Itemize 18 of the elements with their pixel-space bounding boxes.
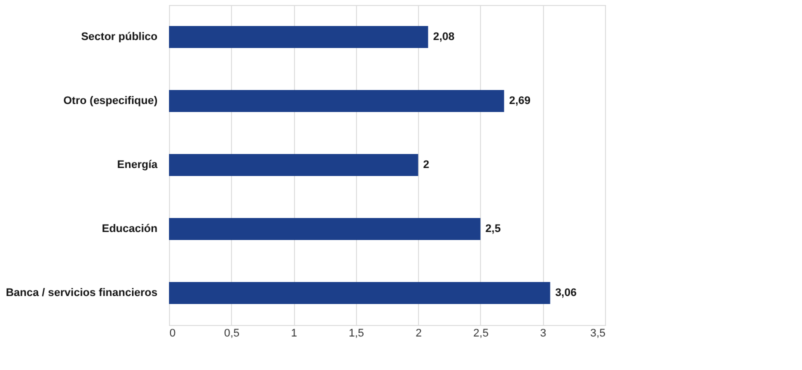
x-tick-label: 1,5 <box>348 328 364 340</box>
y-tick-label: Energía <box>117 159 158 171</box>
x-tick-label: 0,5 <box>224 328 240 340</box>
y-tick-label: Sector público <box>81 31 158 43</box>
x-tick-label: 0 <box>170 328 176 340</box>
x-tick-label: 3 <box>540 328 546 340</box>
data-label: 2,08 <box>433 31 455 43</box>
x-tick-label: 2 <box>416 328 422 340</box>
y-tick-label: Otro (especifique) <box>63 95 158 107</box>
x-tick-label: 3,5 <box>590 328 606 340</box>
data-label: 3,06 <box>555 287 577 299</box>
y-tick-label: Banca / servicios financieros <box>6 287 158 299</box>
x-tick-label: 2,5 <box>473 328 489 340</box>
x-tick-label: 1 <box>291 328 298 340</box>
data-label: 2,5 <box>485 223 501 235</box>
data-label: 2 <box>423 159 430 171</box>
y-tick-label: Educación <box>102 223 158 235</box>
data-label: 2,69 <box>509 95 531 107</box>
